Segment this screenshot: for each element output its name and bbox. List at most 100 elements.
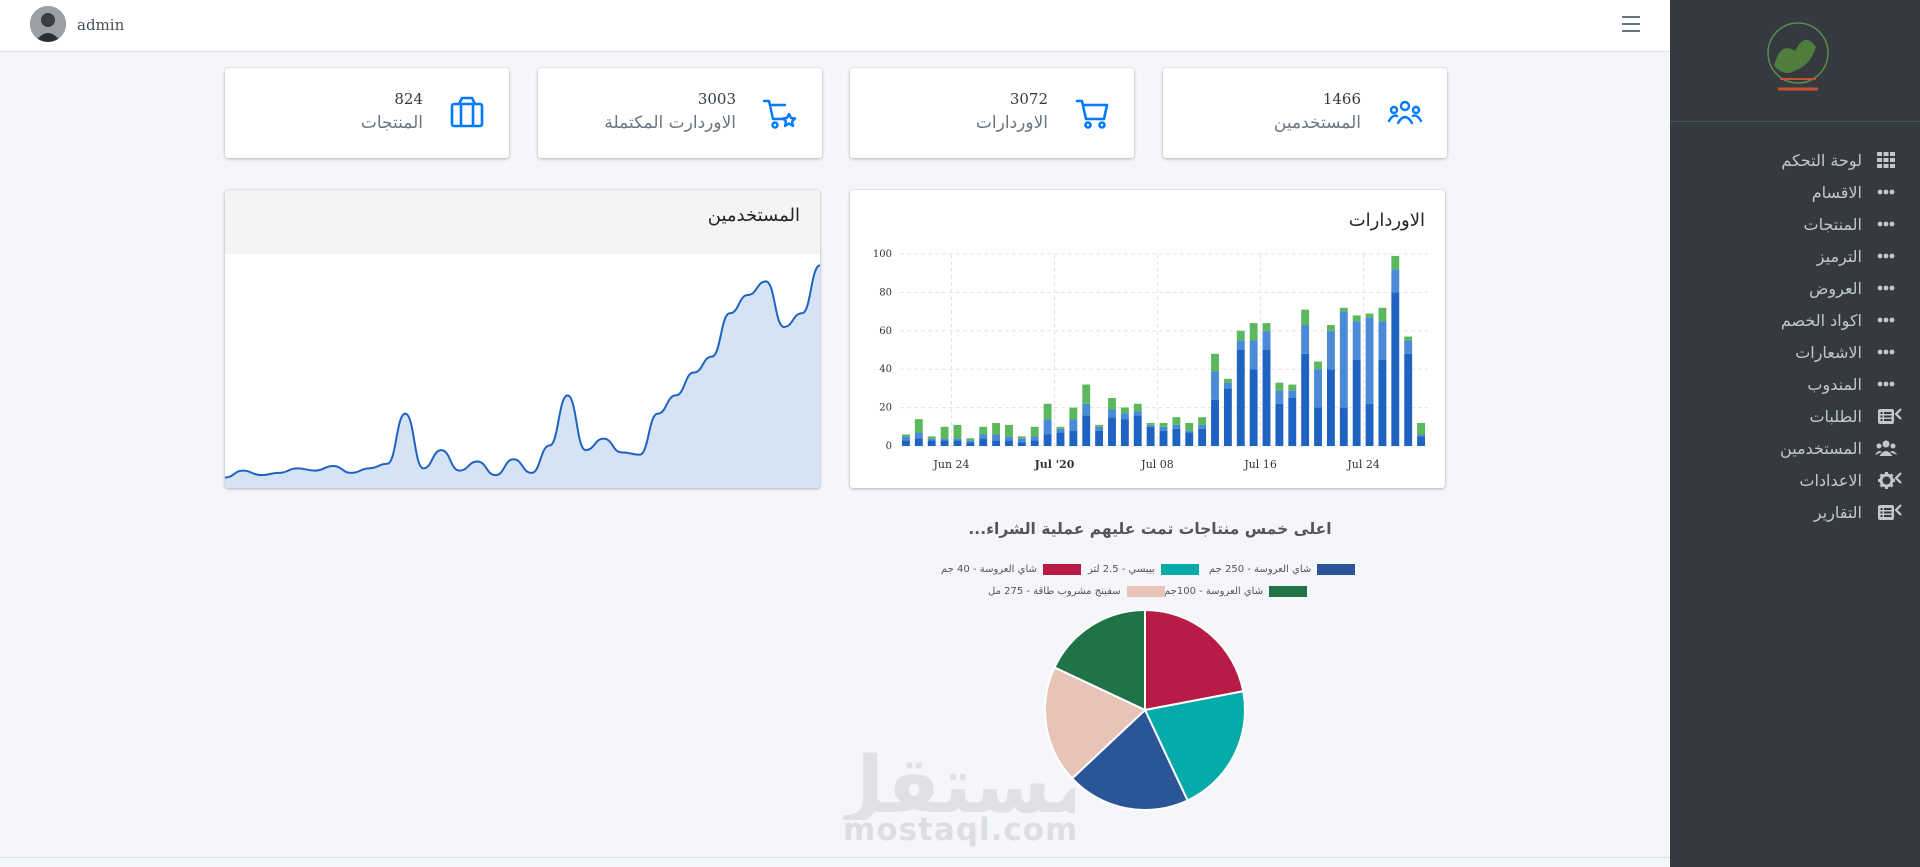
bar [1301, 353, 1310, 446]
list-icon [1874, 408, 1898, 424]
bar [902, 434, 910, 437]
bar [1146, 426, 1155, 446]
bar [1198, 428, 1207, 446]
bar [1352, 321, 1361, 360]
bar [1069, 430, 1078, 446]
y-tick-label: 0 [886, 441, 892, 452]
bar [1314, 407, 1322, 446]
bar [1069, 419, 1078, 431]
sidebar-menu: لوحة التحكم الاقسام المنتجات الترميز الع… [1670, 122, 1920, 528]
y-tick-label: 20 [879, 403, 892, 414]
x-tick-label: Jul 08 [1140, 458, 1174, 471]
bar [953, 438, 962, 441]
legend-item[interactable]: شاي العروسة - 100جم [1164, 586, 1308, 597]
bar [1365, 317, 1374, 404]
pie-chart-title: اعلى خمس منتاجات تمت عليهم عملية الشراء.… [968, 520, 1332, 538]
chevron-left-icon [1894, 408, 1903, 424]
legend-item[interactable]: سفينج مشروب طاقة - 275 مل [988, 586, 1165, 597]
bar [1082, 415, 1091, 446]
bar [1339, 407, 1348, 446]
sidebar-item-label: المنتجات [1803, 214, 1863, 234]
stat-box-users[interactable]: 1466 المستخدمين [1163, 68, 1447, 158]
chevron-left-icon [1894, 472, 1903, 488]
bar [1043, 419, 1052, 435]
bar [1262, 350, 1271, 446]
legend-item[interactable]: شاي العروسة - 40 جم [941, 564, 1081, 575]
bar [1133, 411, 1142, 416]
bar [1120, 413, 1129, 420]
bar [1378, 321, 1387, 360]
card-title: الاوردارات [1348, 210, 1425, 231]
card-title: المستخدمين [707, 205, 800, 226]
footer-divider [0, 857, 1670, 858]
bar [1326, 369, 1335, 446]
bar [1365, 313, 1374, 318]
stat-box-orders[interactable]: 3072 الاوردارات [850, 68, 1134, 158]
bar [1262, 323, 1271, 331]
bar [1108, 398, 1116, 410]
sidebar-item-dashboard[interactable]: لوحة التحكم [1670, 144, 1920, 176]
bar [1185, 432, 1194, 446]
stat-label: الاوردارات [975, 113, 1048, 133]
sidebar-item-label: الترميز [1816, 246, 1862, 266]
ellipsis-icon [1874, 285, 1898, 291]
sidebar-item-label: العروض [1809, 278, 1862, 298]
bar [1108, 417, 1116, 446]
bar [992, 422, 1001, 435]
bar [1043, 434, 1052, 446]
sidebar-item-label: الاعدادات [1799, 470, 1862, 490]
orders-bar-chart: 0 20 40 60 80 100 Jun 24 Jul '20 Jul 08 Jul 16 Jul… [873, 249, 1428, 471]
avatar[interactable] [30, 6, 66, 42]
bar [1005, 440, 1013, 446]
sidebar-item-settings[interactable]: الاعدادات [1670, 464, 1920, 496]
bar [1236, 330, 1245, 341]
sidebar-item-delegate[interactable]: المندوب [1670, 368, 1920, 400]
sidebar-item-categories[interactable]: الاقسام [1670, 176, 1920, 208]
bar [1275, 403, 1284, 446]
stat-value: 3003 [697, 90, 736, 108]
bar [1352, 359, 1361, 446]
brand-logo[interactable] [1670, 0, 1920, 122]
legend-label: شاي العروسة - 250 جم [1209, 564, 1312, 575]
bar [966, 440, 975, 443]
top-navbar: admin [0, 0, 1670, 52]
bar [1339, 311, 1348, 408]
bar [1365, 403, 1374, 446]
bar [979, 438, 988, 446]
bar [979, 434, 988, 439]
watermark-text: mostaql.com [843, 812, 1079, 848]
ellipsis-icon [1874, 253, 1898, 259]
stat-box-completed-orders[interactable]: 3003 الاوردارت المكتملة [538, 68, 822, 158]
top-products-pie-chart [1044, 608, 1246, 811]
legend-item[interactable]: بيبسي - 2.5 لتر [1088, 564, 1199, 575]
sidebar-item-discount-codes[interactable]: اكواد الخصم [1670, 304, 1920, 336]
menu-toggle-icon[interactable] [1620, 13, 1642, 35]
sidebar-item-offers[interactable]: العروض [1670, 272, 1920, 304]
bar [1249, 323, 1258, 341]
bar [1172, 424, 1181, 429]
bar [1223, 382, 1232, 389]
legend-swatch [1269, 586, 1308, 597]
bar [1030, 426, 1039, 437]
pie-slice [1143, 690, 1246, 802]
bar [1172, 417, 1181, 425]
stat-label: الاوردارت المكتملة [604, 113, 736, 133]
bar [914, 432, 923, 439]
sidebar-item-notifications[interactable]: الاشعارات [1670, 336, 1920, 368]
ellipsis-icon [1874, 317, 1898, 323]
bar [1391, 255, 1400, 270]
sidebar-item-users[interactable]: المستخدمين [1670, 432, 1920, 464]
bar [1120, 407, 1129, 414]
legend-item[interactable]: شاي العروسة - 250 جم [1209, 564, 1356, 575]
bar [953, 424, 962, 439]
bar [992, 440, 1001, 446]
sidebar-item-products[interactable]: المنتجات [1670, 208, 1920, 240]
user-name[interactable]: admin [77, 16, 125, 34]
sidebar-item-reports[interactable]: التقارير [1670, 496, 1920, 528]
sidebar-item-coding[interactable]: الترميز [1670, 240, 1920, 272]
bar [1146, 424, 1155, 427]
bar [1326, 325, 1335, 331]
sidebar-item-orders[interactable]: الطلبات [1670, 400, 1920, 432]
stat-box-products[interactable]: 824 المنتجات [225, 68, 509, 158]
bar [1249, 340, 1258, 370]
